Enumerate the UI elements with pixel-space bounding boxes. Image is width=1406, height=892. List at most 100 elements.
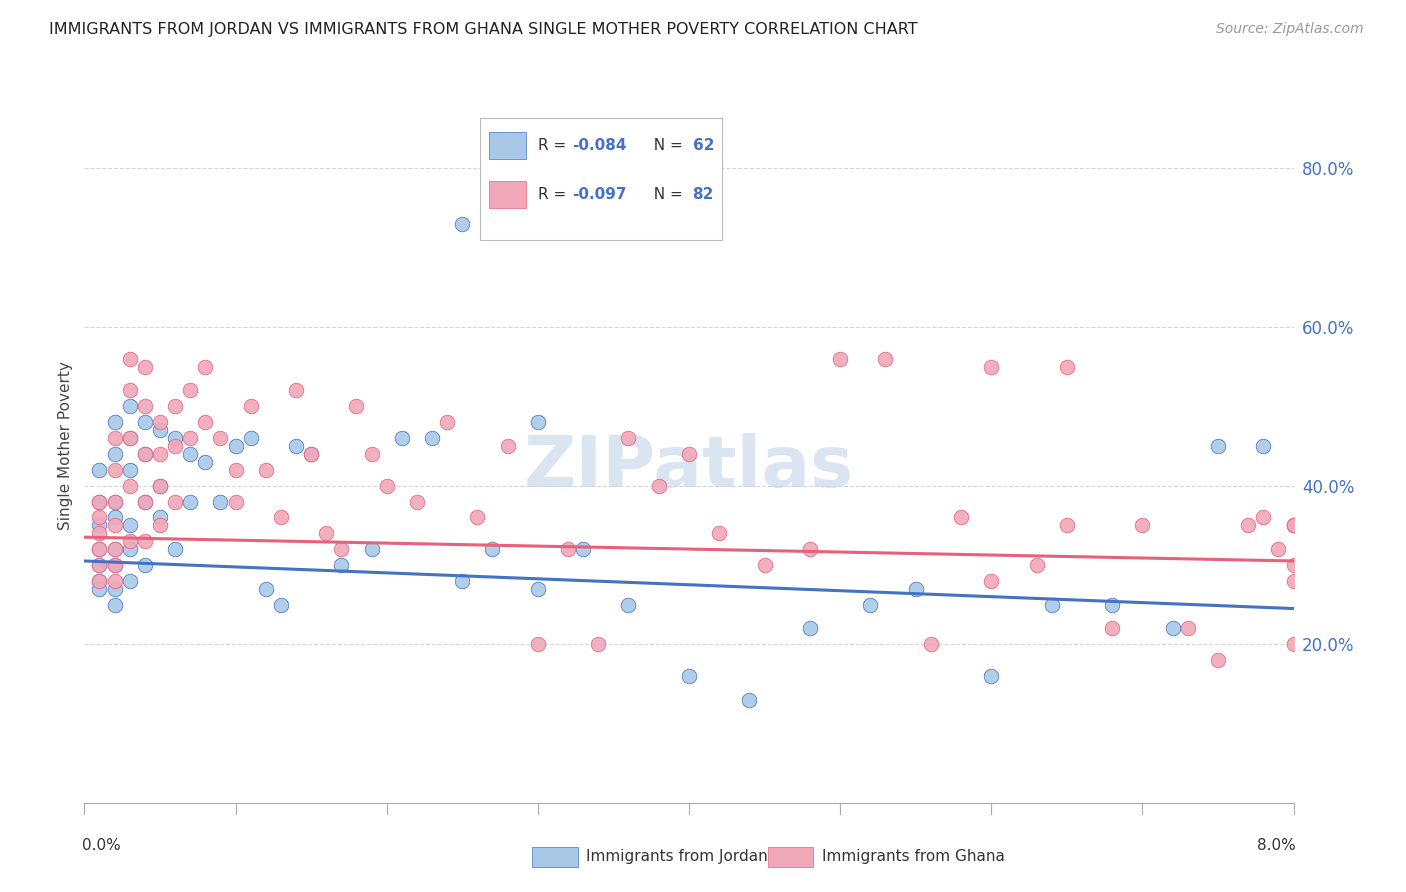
Point — [254, 582, 277, 596]
Point — [165, 431, 187, 445]
Point — [527, 582, 550, 596]
Point — [799, 542, 821, 557]
FancyBboxPatch shape — [489, 132, 526, 159]
Point — [89, 526, 111, 541]
Point — [104, 574, 127, 588]
Point — [134, 534, 156, 549]
Point — [118, 384, 141, 398]
Text: IMMIGRANTS FROM JORDAN VS IMMIGRANTS FROM GHANA SINGLE MOTHER POVERTY CORRELATIO: IMMIGRANTS FROM JORDAN VS IMMIGRANTS FRO… — [49, 22, 918, 37]
Point — [89, 542, 111, 557]
Point — [299, 447, 322, 461]
Text: -0.097: -0.097 — [572, 186, 626, 202]
Point — [1025, 558, 1047, 572]
Point — [980, 359, 1002, 374]
Point — [89, 558, 111, 572]
Point — [315, 526, 337, 541]
Point — [104, 598, 127, 612]
Point — [118, 518, 141, 533]
Point — [451, 217, 474, 231]
Point — [1282, 558, 1305, 572]
Point — [225, 439, 247, 453]
Point — [149, 518, 172, 533]
FancyBboxPatch shape — [768, 847, 814, 867]
Point — [572, 542, 595, 557]
Point — [360, 447, 382, 461]
Point — [104, 431, 127, 445]
Point — [1056, 518, 1078, 533]
Point — [89, 494, 111, 508]
Point — [1253, 439, 1275, 453]
Point — [89, 574, 111, 588]
Text: N =: N = — [644, 138, 688, 153]
Point — [830, 351, 852, 366]
Point — [225, 494, 247, 508]
Point — [179, 494, 201, 508]
Point — [1206, 439, 1229, 453]
Point — [527, 415, 550, 429]
Text: R =: R = — [538, 138, 571, 153]
Y-axis label: Single Mother Poverty: Single Mother Poverty — [58, 361, 73, 531]
Point — [149, 478, 172, 492]
Point — [360, 542, 382, 557]
Point — [617, 431, 640, 445]
Point — [436, 415, 458, 429]
Point — [194, 415, 217, 429]
Point — [754, 558, 776, 572]
Point — [209, 431, 232, 445]
Point — [89, 574, 111, 588]
Point — [89, 510, 111, 524]
Point — [391, 431, 413, 445]
Point — [89, 494, 111, 508]
Point — [194, 359, 217, 374]
Point — [118, 463, 141, 477]
Point — [179, 431, 201, 445]
Point — [104, 558, 127, 572]
Point — [467, 510, 489, 524]
Point — [420, 431, 443, 445]
Point — [496, 439, 519, 453]
Point — [134, 415, 156, 429]
Point — [179, 384, 201, 398]
Point — [451, 574, 474, 588]
Text: Immigrants from Jordan: Immigrants from Jordan — [586, 849, 768, 863]
Point — [330, 542, 353, 557]
Point — [165, 400, 187, 414]
Text: -0.084: -0.084 — [572, 138, 626, 153]
Point — [254, 463, 277, 477]
Point — [89, 558, 111, 572]
Point — [134, 494, 156, 508]
Point — [1056, 359, 1078, 374]
Point — [738, 692, 761, 706]
Point — [980, 574, 1002, 588]
Point — [118, 431, 141, 445]
Point — [920, 637, 942, 651]
Point — [1101, 598, 1123, 612]
Point — [89, 542, 111, 557]
Point — [1177, 621, 1199, 635]
Point — [875, 351, 897, 366]
Point — [149, 478, 172, 492]
Point — [557, 542, 579, 557]
Point — [648, 478, 671, 492]
Point — [134, 359, 156, 374]
Point — [104, 494, 127, 508]
Point — [270, 510, 292, 524]
Point — [330, 558, 353, 572]
Point — [104, 558, 127, 572]
Point — [104, 510, 127, 524]
Point — [134, 447, 156, 461]
Point — [346, 400, 368, 414]
Point — [1161, 621, 1184, 635]
Text: ZIPatlas: ZIPatlas — [524, 433, 853, 502]
Point — [285, 384, 308, 398]
Point — [980, 669, 1002, 683]
Point — [225, 463, 247, 477]
Point — [118, 542, 141, 557]
Text: Immigrants from Ghana: Immigrants from Ghana — [823, 849, 1005, 863]
Point — [104, 542, 127, 557]
Point — [134, 447, 156, 461]
Point — [1101, 621, 1123, 635]
Point — [149, 510, 172, 524]
Point — [299, 447, 322, 461]
Point — [118, 400, 141, 414]
